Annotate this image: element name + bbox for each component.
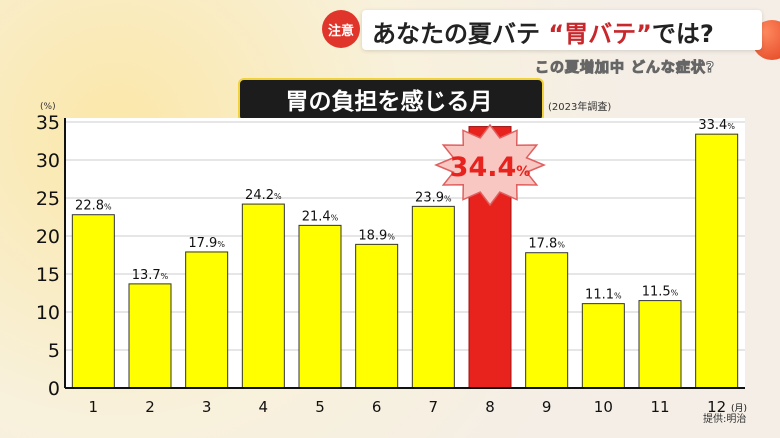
data-label: 13.7% bbox=[132, 268, 169, 283]
headline-main: あなたの夏バテ bbox=[372, 20, 540, 48]
data-label: 23.9% bbox=[415, 190, 452, 205]
data-label: 17.9% bbox=[188, 236, 225, 251]
headline: あなたの夏バテ “胃バテ”では? bbox=[372, 14, 714, 49]
chart-title: 胃の負担を感じる月 bbox=[285, 89, 493, 115]
y-tick-label: 15 bbox=[36, 264, 60, 286]
bar bbox=[638, 300, 682, 389]
bar bbox=[581, 303, 625, 389]
y-tick-label: 0 bbox=[48, 378, 60, 400]
bar bbox=[298, 224, 342, 389]
caution-badge: 注意 bbox=[322, 10, 360, 48]
x-tick-label: 1 bbox=[89, 398, 99, 416]
bar bbox=[411, 205, 455, 389]
data-label: 18.9% bbox=[358, 228, 395, 243]
plot-area bbox=[65, 118, 745, 388]
survey-year: (2023年調査) bbox=[548, 102, 612, 113]
data-label: 22.8% bbox=[75, 199, 112, 214]
bar bbox=[185, 251, 229, 389]
data-label: 24.2% bbox=[245, 188, 282, 203]
x-tick-label: 12 bbox=[707, 398, 726, 416]
headline-tail: では? bbox=[651, 20, 714, 48]
x-axis-unit: (月) bbox=[731, 403, 747, 414]
headline-highlight: “胃バテ” bbox=[548, 20, 652, 48]
headline-bar bbox=[362, 10, 762, 50]
x-tick-label: 5 bbox=[315, 398, 325, 416]
x-tick-label: 2 bbox=[145, 398, 155, 416]
y-axis-unit: (%) bbox=[40, 102, 56, 112]
x-tick-label: 8 bbox=[485, 398, 495, 416]
bar bbox=[695, 133, 739, 389]
data-label: 11.5% bbox=[642, 285, 679, 300]
x-tick-label: 4 bbox=[259, 398, 269, 416]
y-tick-label: 25 bbox=[36, 188, 60, 210]
data-label: 33.4% bbox=[698, 118, 735, 133]
x-tick-label: 6 bbox=[372, 398, 382, 416]
x-tick-label: 9 bbox=[542, 398, 552, 416]
bar bbox=[241, 203, 285, 389]
data-label: 21.4% bbox=[302, 209, 339, 224]
bar bbox=[355, 243, 399, 389]
y-tick-label: 30 bbox=[36, 150, 60, 172]
y-tick-label: 35 bbox=[36, 112, 60, 134]
x-tick-label: 10 bbox=[594, 398, 613, 416]
highlight-burst bbox=[434, 123, 546, 207]
y-tick-label: 10 bbox=[36, 302, 60, 324]
y-tick-label: 20 bbox=[36, 226, 60, 248]
x-tick-label: 3 bbox=[202, 398, 212, 416]
headline-subtitle: この夏増加中 どんな症状? bbox=[535, 60, 715, 77]
x-tick-label: 11 bbox=[650, 398, 669, 416]
bar bbox=[71, 214, 115, 389]
data-label: 11.1% bbox=[585, 288, 622, 303]
source-credit: 提供:明治 bbox=[703, 414, 747, 425]
data-label: 17.8% bbox=[528, 237, 565, 252]
y-tick-label: 5 bbox=[48, 340, 60, 362]
bar bbox=[525, 252, 569, 389]
bar bbox=[128, 283, 172, 389]
x-tick-label: 7 bbox=[429, 398, 439, 416]
